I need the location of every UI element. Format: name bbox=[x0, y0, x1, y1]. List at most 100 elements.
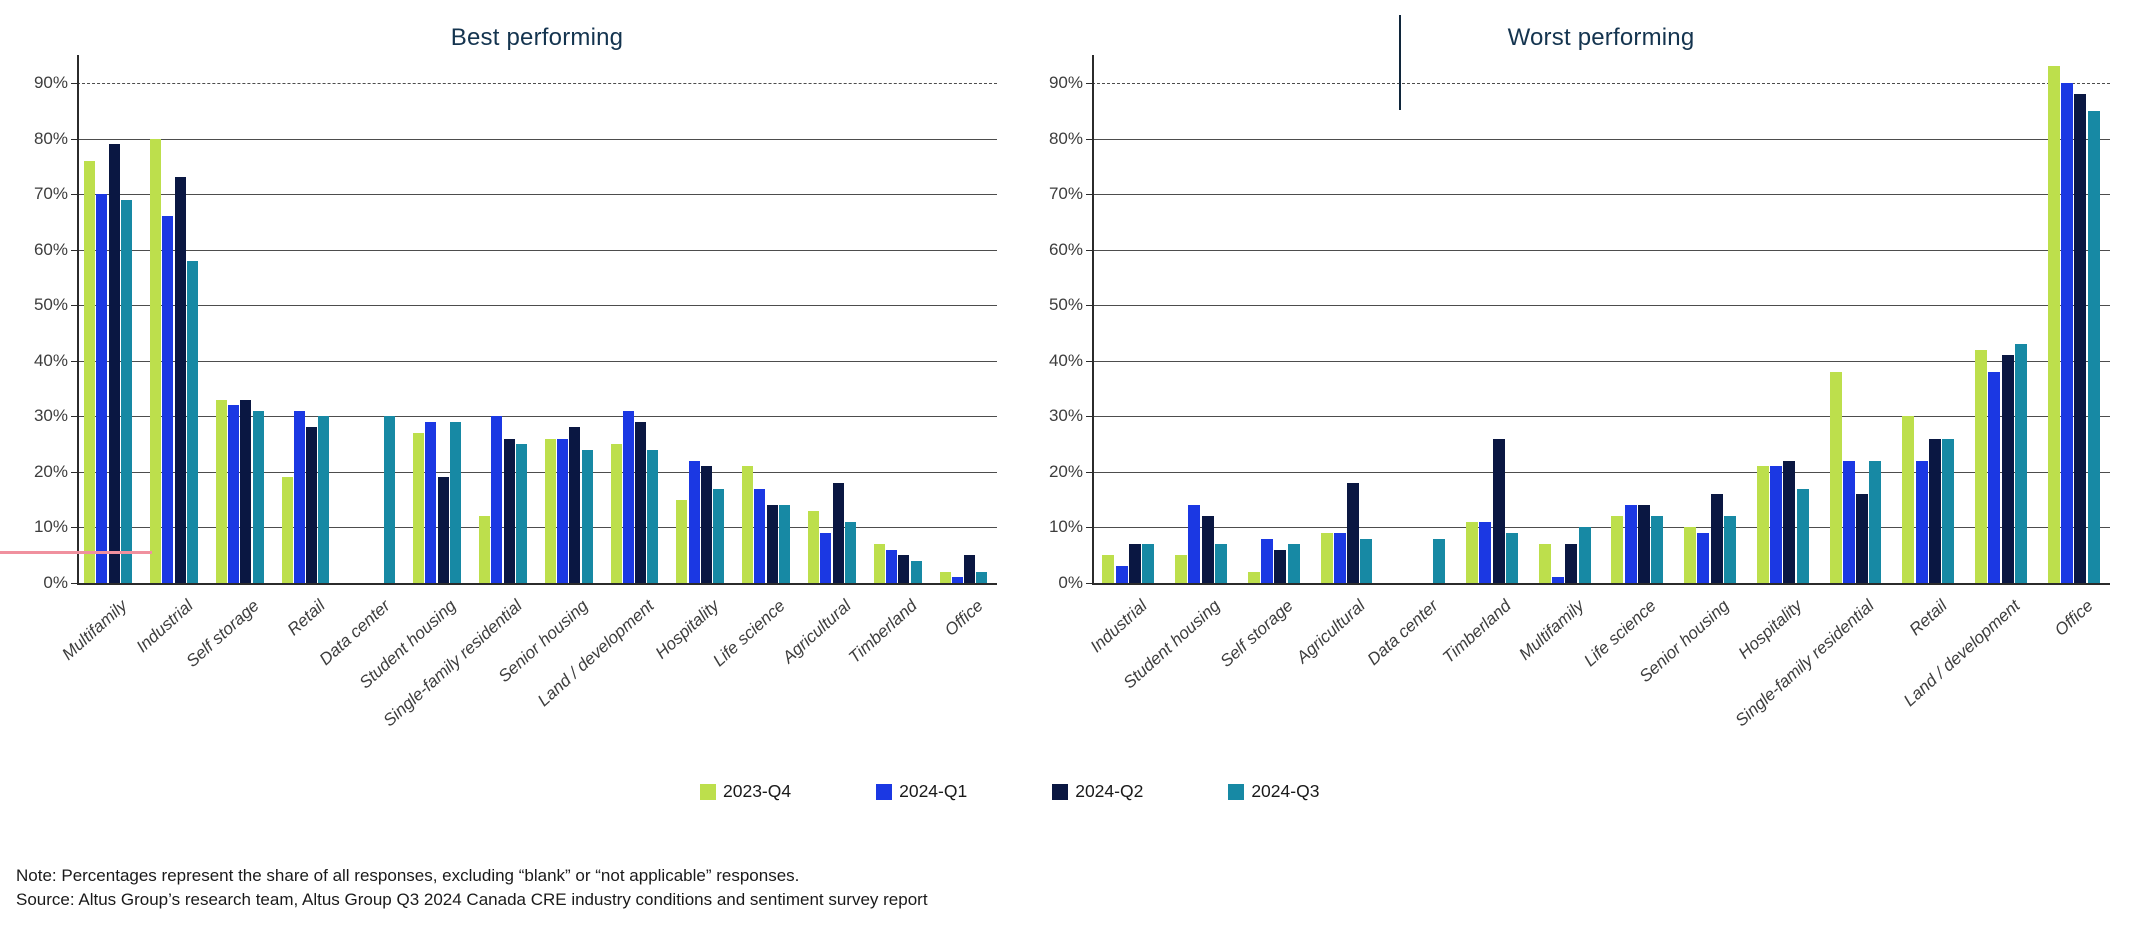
bar-industrial-2024-Q3 bbox=[1142, 544, 1155, 583]
bar-senior-housing-2023-Q4 bbox=[1684, 527, 1697, 583]
y-axis-label: 50% bbox=[1048, 295, 1083, 315]
y-tick bbox=[1086, 583, 1092, 584]
legend-item-2024-q2: 2024-Q2 bbox=[1052, 781, 1143, 802]
y-axis-line bbox=[77, 55, 79, 584]
bar-timberland-2024-Q3 bbox=[1505, 533, 1518, 583]
bar-retail-2023-Q4 bbox=[1902, 416, 1915, 583]
gridline-80% bbox=[77, 138, 997, 140]
bar-multifamily-2023-Q4 bbox=[84, 160, 96, 583]
y-tick bbox=[71, 527, 77, 529]
y-axis-line bbox=[1092, 55, 1094, 584]
bar-industrial-2024-Q3 bbox=[186, 260, 198, 583]
bar-agricultural-2024-Q3 bbox=[1360, 538, 1373, 583]
y-axis-label: 80% bbox=[33, 128, 68, 148]
bar-retail-2024-Q1 bbox=[293, 410, 305, 583]
bar-agricultural-2024-Q3 bbox=[844, 521, 856, 583]
bar-life-science-2024-Q3 bbox=[1651, 516, 1664, 583]
bar-multifamily-2023-Q4 bbox=[1538, 544, 1551, 583]
x-axis-label: Multifamily bbox=[1514, 596, 1588, 664]
bar-agricultural-2024-Q1 bbox=[820, 533, 832, 583]
gridline-70% bbox=[1092, 194, 2110, 196]
gridline-20% bbox=[77, 471, 997, 473]
bar-single-family-residential-2024-Q1 bbox=[1842, 460, 1855, 583]
bar-land-development-2023-Q4 bbox=[1974, 349, 1987, 583]
bar-agricultural-2023-Q4 bbox=[807, 510, 819, 583]
bar-single-family-residential-2024-Q2 bbox=[503, 438, 515, 583]
bar-single-family-residential-2023-Q4 bbox=[1829, 371, 1842, 583]
bar-life-science-2024-Q1 bbox=[1624, 505, 1637, 583]
y-axis-label: 60% bbox=[33, 239, 68, 259]
y-axis-label: 0% bbox=[43, 573, 68, 592]
y-tick bbox=[1086, 360, 1092, 362]
gridline-80% bbox=[1092, 138, 2110, 140]
bar-retail-2024-Q3 bbox=[1942, 438, 1955, 583]
bar-land-development-2024-Q1 bbox=[622, 410, 634, 583]
x-axis-label: Land / development bbox=[533, 596, 658, 711]
bar-land-development-2024-Q2 bbox=[635, 421, 647, 583]
y-axis-label: 20% bbox=[1048, 461, 1083, 481]
y-tick bbox=[1086, 305, 1092, 307]
bar-multifamily-2024-Q3 bbox=[1578, 527, 1591, 583]
bar-timberland-2023-Q4 bbox=[1465, 521, 1478, 583]
legend-item-2023-q4: 2023-Q4 bbox=[700, 781, 791, 802]
bar-student-housing-2023-Q4 bbox=[413, 433, 425, 583]
x-axis-label: Single-family residential bbox=[1732, 596, 1879, 731]
bar-hospitality-2024-Q1 bbox=[688, 460, 700, 583]
x-axis-label: Office bbox=[2050, 596, 2097, 640]
legend-label: 2024-Q3 bbox=[1251, 781, 1320, 801]
legend-swatch bbox=[1228, 783, 1245, 800]
bar-self-storage-2024-Q1 bbox=[1261, 538, 1274, 583]
bar-student-housing-2024-Q3 bbox=[450, 421, 462, 583]
bar-senior-housing-2023-Q4 bbox=[544, 438, 556, 583]
gridline-60% bbox=[77, 249, 997, 251]
legend-label: 2024-Q2 bbox=[1075, 781, 1144, 801]
bar-office-2024-Q2 bbox=[2074, 94, 2087, 583]
bar-retail-2024-Q3 bbox=[318, 416, 330, 583]
bar-life-science-2024-Q2 bbox=[766, 505, 778, 583]
bar-multifamily-2024-Q1 bbox=[96, 194, 108, 583]
legend-item-2024-q1: 2024-Q1 bbox=[876, 781, 967, 802]
footnote-note: Note: Percentages represent the share of… bbox=[16, 866, 800, 885]
bar-industrial-2024-Q1 bbox=[1115, 566, 1128, 583]
bar-senior-housing-2024-Q2 bbox=[569, 427, 581, 583]
y-axis-label: 20% bbox=[33, 461, 68, 481]
bar-agricultural-2024-Q2 bbox=[1347, 483, 1360, 583]
y-axis-label: 30% bbox=[33, 406, 68, 426]
y-tick bbox=[71, 416, 77, 418]
bar-self-storage-2024-Q2 bbox=[240, 399, 252, 583]
y-axis-label: 80% bbox=[1048, 128, 1083, 148]
legend-item-2024-q3: 2024-Q3 bbox=[1228, 781, 1319, 802]
best-performing-title: Best performing bbox=[450, 24, 624, 51]
bar-data-center-2024-Q3 bbox=[384, 416, 396, 583]
gridline-30% bbox=[1092, 416, 2110, 418]
x-axis-line bbox=[1092, 583, 2110, 585]
bar-self-storage-2024-Q3 bbox=[252, 410, 264, 583]
x-axis-label: Timberland bbox=[844, 596, 921, 667]
y-axis-label: 50% bbox=[33, 295, 68, 315]
bar-hospitality-2023-Q4 bbox=[676, 499, 688, 583]
bar-timberland-2023-Q4 bbox=[873, 544, 885, 583]
legend-label: 2024-Q1 bbox=[899, 781, 968, 801]
bar-multifamily-2024-Q2 bbox=[108, 144, 120, 583]
gridline-50% bbox=[77, 305, 997, 307]
bar-single-family-residential-2024-Q1 bbox=[491, 416, 503, 583]
gridline-40% bbox=[77, 360, 997, 362]
bar-timberland-2024-Q2 bbox=[1492, 438, 1505, 583]
y-tick bbox=[1086, 527, 1092, 529]
bar-industrial-2023-Q4 bbox=[1102, 555, 1115, 583]
x-axis-label: Agricultural bbox=[778, 596, 855, 668]
bar-single-family-residential-2023-Q4 bbox=[478, 516, 490, 583]
y-axis-label: 0% bbox=[1058, 573, 1083, 592]
x-axis-line bbox=[77, 583, 997, 585]
bar-student-housing-2024-Q2 bbox=[437, 477, 449, 583]
bar-multifamily-2024-Q2 bbox=[1565, 544, 1578, 583]
bar-multifamily-2024-Q3 bbox=[121, 199, 133, 583]
gridline-30% bbox=[77, 416, 997, 418]
bar-student-housing-2024-Q1 bbox=[1188, 505, 1201, 583]
bar-timberland-2024-Q1 bbox=[1479, 521, 1492, 583]
bar-senior-housing-2024-Q3 bbox=[1723, 516, 1736, 583]
bar-agricultural-2024-Q2 bbox=[832, 483, 844, 583]
bar-single-family-residential-2024-Q3 bbox=[1869, 460, 1882, 583]
bar-agricultural-2023-Q4 bbox=[1320, 533, 1333, 583]
bar-self-storage-2024-Q2 bbox=[1274, 549, 1287, 583]
